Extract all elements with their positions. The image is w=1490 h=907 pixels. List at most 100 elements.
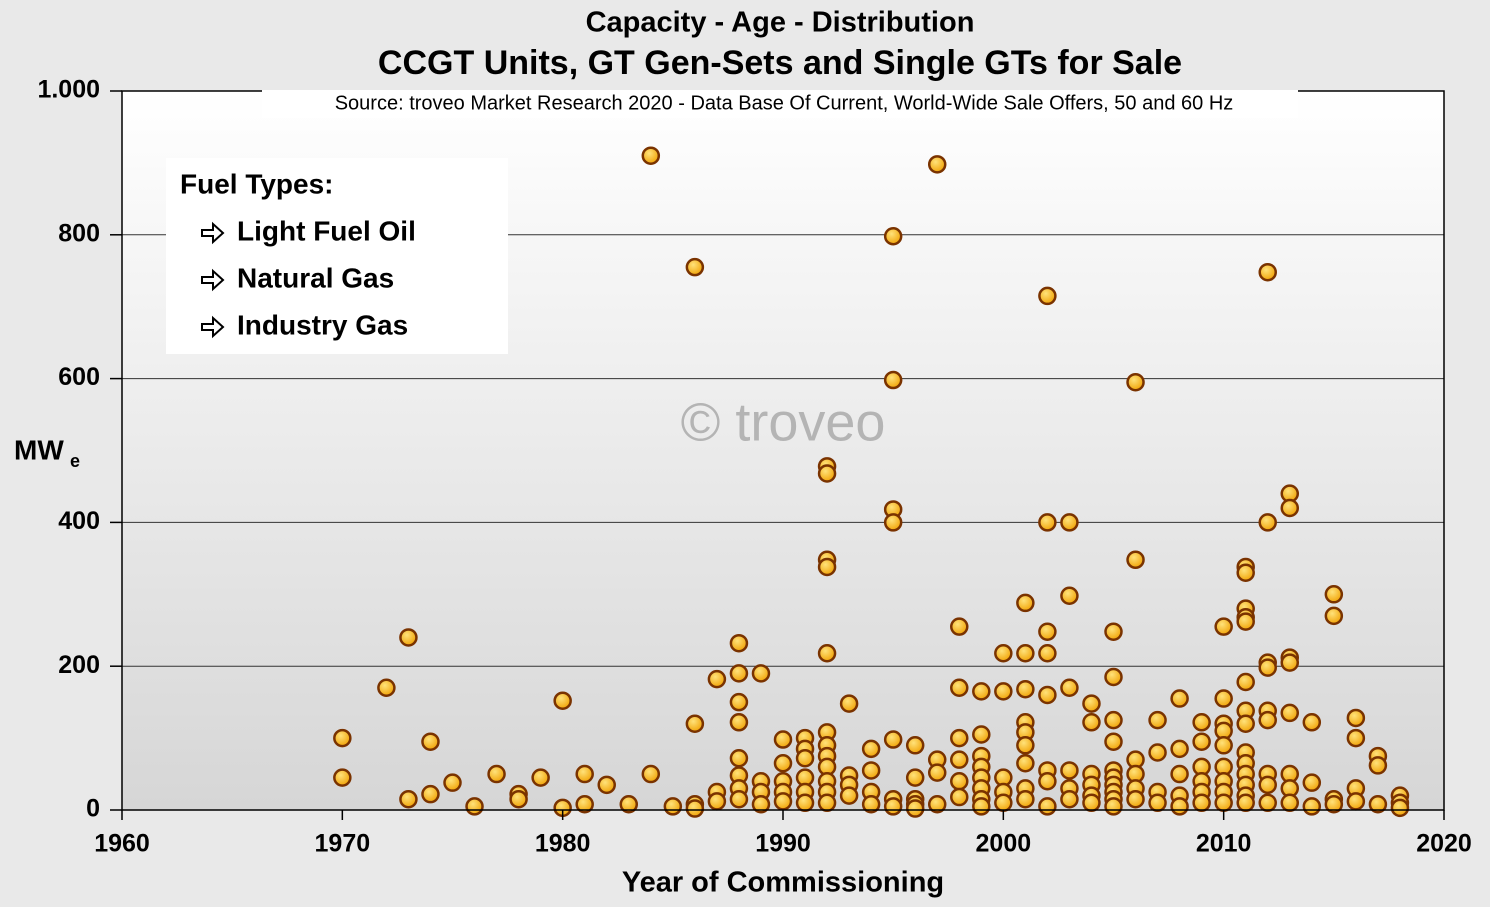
y-tick-label: 0 bbox=[86, 795, 100, 823]
points bbox=[333, 146, 1410, 818]
marker bbox=[795, 748, 815, 768]
marker bbox=[861, 739, 881, 759]
marker bbox=[883, 513, 903, 532]
marker bbox=[421, 732, 440, 751]
chart-subtitle: CCGT Units, GT Gen-Sets and Single GTs f… bbox=[378, 44, 1182, 82]
legend-arrow bbox=[201, 221, 225, 245]
y-tick-label: 400 bbox=[58, 507, 100, 535]
marker bbox=[509, 789, 528, 809]
source-box bbox=[262, 90, 1298, 118]
marker bbox=[663, 797, 683, 816]
legend: Light Fuel Oil Natural Gas Industry Gas bbox=[201, 215, 416, 340]
marker bbox=[1214, 793, 1233, 813]
marker bbox=[1170, 764, 1189, 784]
marker bbox=[972, 682, 991, 701]
marker bbox=[1082, 694, 1101, 713]
marker bbox=[421, 784, 440, 804]
marker bbox=[972, 725, 991, 744]
marker bbox=[641, 764, 661, 784]
marker bbox=[1258, 775, 1277, 795]
marker bbox=[597, 775, 616, 795]
marker bbox=[707, 792, 727, 811]
marker bbox=[773, 730, 793, 749]
marker bbox=[927, 763, 947, 782]
marker bbox=[443, 773, 462, 792]
marker bbox=[1302, 773, 1322, 792]
marker bbox=[751, 794, 771, 814]
marker bbox=[729, 789, 749, 809]
marker bbox=[1236, 672, 1255, 692]
x-tick-label: 2020 bbox=[1416, 830, 1472, 858]
x-tick-label: 1990 bbox=[755, 830, 811, 858]
watermark: © troveo bbox=[681, 392, 886, 452]
marker bbox=[377, 678, 396, 698]
marker bbox=[1038, 771, 1057, 791]
marker bbox=[1016, 754, 1035, 773]
marker bbox=[1104, 797, 1123, 816]
marker bbox=[1302, 713, 1322, 732]
marker bbox=[465, 797, 484, 816]
marker bbox=[707, 669, 727, 689]
marker bbox=[883, 226, 903, 246]
marker bbox=[1126, 789, 1145, 809]
marker bbox=[553, 691, 572, 710]
marker bbox=[1060, 513, 1079, 532]
marker bbox=[927, 794, 947, 814]
marker bbox=[1082, 713, 1101, 732]
marker bbox=[1280, 498, 1300, 518]
marker bbox=[1060, 586, 1079, 605]
x-tick-label: 1980 bbox=[535, 830, 591, 858]
marker bbox=[333, 728, 352, 748]
marker bbox=[1236, 563, 1255, 582]
y-tick-label: 1.000 bbox=[37, 76, 100, 104]
marker bbox=[861, 761, 881, 780]
x-tick-label: 1970 bbox=[315, 830, 371, 858]
marker bbox=[1126, 550, 1145, 570]
y-tick-label: 800 bbox=[58, 219, 100, 247]
marker bbox=[1104, 622, 1123, 641]
marker bbox=[1280, 703, 1300, 723]
marker bbox=[883, 730, 903, 749]
marker bbox=[729, 713, 749, 732]
marker bbox=[399, 789, 418, 809]
marker bbox=[1104, 732, 1123, 751]
marker bbox=[795, 793, 815, 813]
x-tick-label: 2010 bbox=[1196, 830, 1252, 858]
marker bbox=[1038, 644, 1057, 663]
marker bbox=[1346, 792, 1366, 811]
legend-item: Industry Gas bbox=[237, 309, 408, 340]
legend-box bbox=[166, 158, 508, 354]
marker bbox=[1324, 606, 1344, 626]
marker bbox=[729, 748, 749, 768]
marker bbox=[1060, 678, 1079, 698]
y-axis-label: MW bbox=[14, 434, 64, 465]
marker bbox=[1038, 286, 1057, 306]
legend-item: Natural Gas bbox=[237, 262, 394, 293]
marker bbox=[1148, 710, 1167, 730]
marker bbox=[1192, 793, 1211, 813]
legend-arrow bbox=[201, 315, 225, 339]
marker bbox=[994, 682, 1013, 701]
marker bbox=[950, 617, 969, 636]
marker bbox=[1148, 793, 1167, 813]
marker bbox=[1038, 685, 1057, 705]
marker bbox=[1236, 714, 1255, 733]
marker bbox=[531, 768, 550, 787]
marker bbox=[685, 714, 705, 733]
marker bbox=[1280, 793, 1300, 813]
marker bbox=[994, 793, 1013, 813]
y-axis-label-sub: e bbox=[70, 451, 80, 471]
marker bbox=[1016, 736, 1035, 755]
marker bbox=[1214, 689, 1233, 708]
marker bbox=[1038, 513, 1057, 532]
marker bbox=[883, 797, 903, 816]
marker bbox=[1258, 793, 1277, 813]
marker bbox=[619, 794, 639, 814]
marker bbox=[1038, 622, 1057, 641]
marker bbox=[1170, 797, 1189, 816]
marker bbox=[1016, 789, 1035, 809]
marker bbox=[1258, 710, 1277, 730]
marker bbox=[1258, 513, 1277, 532]
marker bbox=[1104, 710, 1123, 730]
marker bbox=[1016, 644, 1035, 663]
